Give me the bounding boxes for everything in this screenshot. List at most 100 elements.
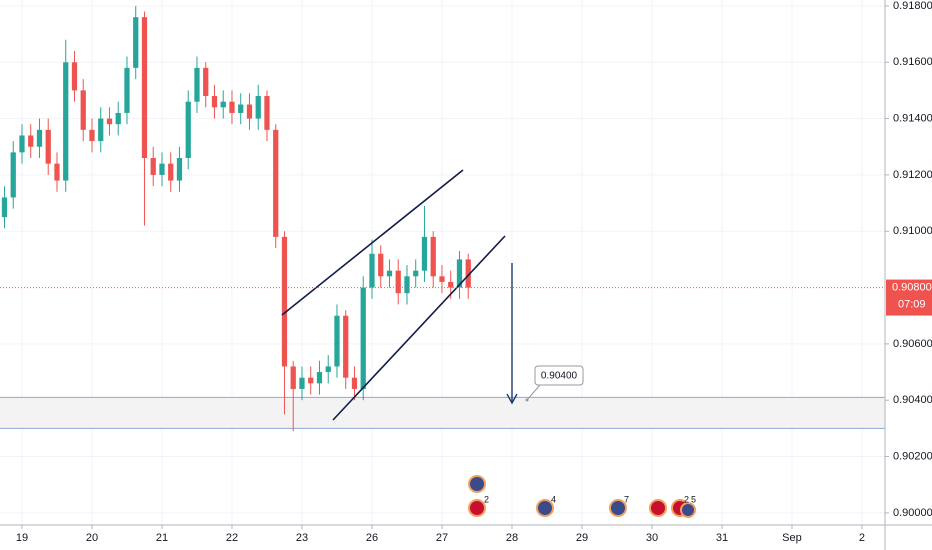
- candle-body: [439, 276, 445, 282]
- y-tick-label: 0.90200: [893, 450, 932, 462]
- candle-body: [211, 96, 218, 108]
- zone-fill: [0, 397, 885, 429]
- x-tick-label: 21: [156, 532, 168, 544]
- candle-body: [1, 197, 8, 218]
- candle-body: [220, 101, 226, 108]
- candle-body: [316, 372, 323, 384]
- candle-body: [150, 158, 156, 175]
- y-tick-label: 0.90400: [893, 394, 932, 406]
- candle-body: [308, 377, 314, 384]
- candle-body: [159, 163, 165, 175]
- candle-body: [395, 270, 401, 294]
- candle-body: [360, 287, 366, 389]
- candle-body: [54, 163, 60, 181]
- event-icon: [536, 499, 554, 517]
- last-price-box: [886, 279, 932, 316]
- candle-body: [246, 104, 253, 119]
- candles: [1, 5, 471, 432]
- x-tick-label: 31: [716, 532, 728, 544]
- callout-pointer: [526, 384, 541, 401]
- y-tick-label: 0.91800: [893, 0, 932, 12]
- callout-text: 0.90400: [541, 371, 578, 382]
- candle-body: [168, 163, 174, 181]
- x-tick-label: 2: [859, 532, 865, 544]
- y-tick-label: 0.90000: [893, 507, 932, 519]
- candle-body: [10, 152, 16, 198]
- x-tick-label: 27: [436, 532, 448, 544]
- candle-body: [115, 112, 121, 125]
- candle-body: [334, 315, 340, 367]
- channel-upper: [281, 169, 464, 316]
- x-tick-label: 26: [366, 532, 378, 544]
- candle-body: [36, 129, 43, 147]
- candle-body: [456, 259, 463, 288]
- candle-body: [299, 377, 305, 389]
- event-icon: [468, 475, 486, 493]
- candle-body: [290, 366, 296, 389]
- candle-body: [106, 118, 113, 125]
- candle-body: [404, 276, 410, 294]
- candle-body: [63, 62, 69, 181]
- candle-body: [386, 270, 393, 277]
- candle-body: [28, 135, 34, 147]
- candle-body: [45, 129, 51, 164]
- callout-dot: [525, 398, 529, 402]
- candle-body: [194, 67, 200, 102]
- candle-body: [229, 101, 235, 113]
- event-count: 7: [624, 494, 629, 504]
- y-tick-label: 0.91600: [893, 56, 932, 68]
- x-tick-label: 28: [506, 532, 518, 544]
- last-price-label: 0.90800: [892, 281, 932, 293]
- candle-body: [185, 101, 191, 159]
- x-tick-label: 20: [86, 532, 98, 544]
- candle-body: [255, 96, 261, 119]
- candle-body: [273, 129, 279, 237]
- candle-body: [378, 253, 384, 277]
- events: 2 4 7 2 5: [468, 475, 696, 518]
- y-tick-label: 0.91400: [893, 112, 932, 124]
- event-count: 5: [691, 494, 696, 504]
- candle-body: [281, 236, 288, 367]
- candle-body: [264, 96, 270, 130]
- candle-body: [465, 259, 471, 288]
- y-tick-label: 0.91000: [893, 225, 932, 237]
- y-tick-label: 0.90600: [893, 338, 932, 350]
- candle-body: [203, 67, 209, 97]
- x-tick-label: 23: [296, 532, 308, 544]
- x-tick-label: 30: [646, 532, 658, 544]
- countdown: 07:09: [898, 298, 926, 310]
- channel-lower: [332, 235, 506, 421]
- candle-body: [133, 17, 139, 68]
- x-tick-label: 29: [576, 532, 588, 544]
- callout-box: [534, 365, 584, 386]
- candle-body: [80, 90, 86, 130]
- candle-body: [141, 17, 148, 159]
- arrow-head: [506, 393, 518, 405]
- candle-body: [89, 129, 95, 142]
- event-count: 2: [484, 494, 489, 504]
- event-icon: [609, 499, 627, 517]
- x-tick-label: Sep: [782, 532, 802, 544]
- event-icon: [649, 499, 667, 517]
- candle-body: [430, 236, 436, 277]
- candle-body: [448, 281, 454, 288]
- event-count: 2: [684, 494, 689, 504]
- event-icon: [680, 502, 696, 518]
- candle-body: [238, 104, 244, 113]
- event-count: 4: [551, 494, 556, 504]
- candle-body: [343, 315, 349, 378]
- candle-body: [19, 135, 25, 153]
- candle-body: [369, 253, 375, 288]
- candle-body: [124, 67, 130, 113]
- candle-body: [413, 270, 419, 277]
- candle-body: [176, 158, 183, 181]
- x-tick-label: 22: [226, 532, 238, 544]
- candle-body: [325, 366, 331, 373]
- zone: [0, 396, 885, 429]
- candle-body: [351, 377, 358, 389]
- candle-body: [421, 236, 428, 271]
- x-tick-label: 19: [16, 532, 28, 544]
- candle-body: [98, 118, 104, 142]
